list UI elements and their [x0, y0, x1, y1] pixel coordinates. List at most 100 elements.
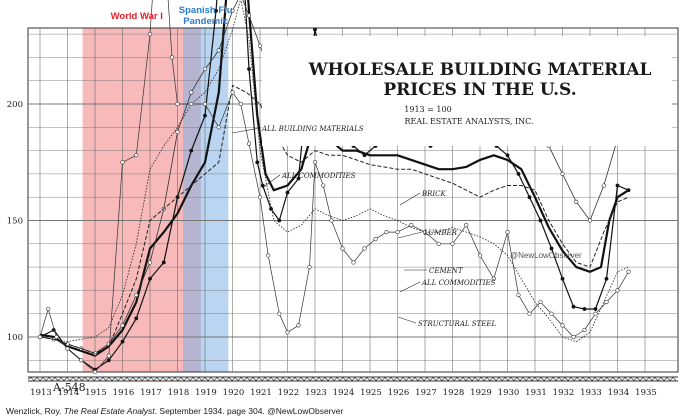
- data-point: [587, 218, 593, 223]
- data-point: [46, 306, 51, 312]
- data-point: [246, 141, 252, 146]
- overlay-label-spanish-flu: Spanish Flu: [179, 5, 233, 16]
- data-point: [626, 188, 631, 193]
- x-tick-label: 1925: [360, 388, 382, 398]
- data-point: [65, 341, 70, 347]
- overlay-band-1: [183, 28, 229, 372]
- chart-title-line2: PRICES IN THE U.S.: [383, 80, 576, 100]
- data-point: [477, 253, 483, 258]
- data-point: [450, 241, 455, 246]
- data-point: [582, 307, 587, 311]
- data-point: [266, 253, 271, 258]
- axis-break-lines: [28, 376, 678, 382]
- data-point: [593, 307, 598, 311]
- caption-details: . September 1934. page 304. @NewLowObser…: [155, 406, 344, 416]
- data-point: [351, 260, 356, 265]
- data-point: [175, 129, 180, 135]
- data-point: [538, 299, 543, 305]
- x-tick-label: 1914: [58, 388, 80, 398]
- data-point: [79, 358, 84, 363]
- data-point: [307, 265, 312, 270]
- data-point: [593, 311, 598, 316]
- data-point: [516, 172, 521, 176]
- data-point: [560, 323, 565, 328]
- axis-break-zigzag: [27, 377, 677, 381]
- x-tick-label: 1930: [498, 388, 520, 398]
- x-tick-label: 1919: [195, 388, 217, 398]
- series-label: LUMBER: [423, 229, 458, 237]
- data-point: [516, 292, 521, 298]
- chart-subtitle: 1913 = 100: [404, 105, 451, 114]
- data-point: [615, 183, 620, 188]
- data-point: [246, 13, 252, 18]
- x-tick-label: 1927: [415, 388, 437, 398]
- data-point: [169, 55, 175, 60]
- data-point: [189, 148, 194, 153]
- data-point: [395, 230, 400, 235]
- data-point: [285, 190, 290, 195]
- x-tick-label: 1924: [333, 388, 355, 398]
- data-point: [147, 31, 153, 37]
- data-point: [120, 160, 125, 165]
- overlay-label-world-war-i: World War I: [111, 11, 163, 22]
- series-line-3: [39, 84, 629, 354]
- data-point: [505, 153, 510, 158]
- data-point: [373, 237, 378, 242]
- caption: Wenzlick, Roy. The Real Estate Analyst. …: [6, 406, 343, 416]
- x-tick-label: 1913: [30, 388, 52, 398]
- data-point: [106, 353, 111, 358]
- chart-publisher: REAL ESTATE ANALYSTS, INC.: [404, 117, 533, 126]
- data-point: [321, 183, 326, 188]
- data-point: [362, 246, 367, 251]
- data-point: [120, 323, 125, 328]
- data-point: [384, 230, 389, 235]
- x-tick-label: 1916: [113, 388, 135, 398]
- data-point: [626, 269, 631, 274]
- data-point: [560, 276, 565, 281]
- label-leader: [399, 281, 421, 293]
- label-leader: [261, 174, 281, 189]
- data-point: [549, 246, 554, 251]
- y-tick-label: 200: [7, 100, 23, 110]
- data-point: [147, 260, 153, 265]
- data-point: [574, 199, 579, 204]
- data-point: [148, 276, 152, 281]
- x-tick-label: 1933: [580, 388, 602, 398]
- x-tick-label: 1917: [140, 388, 162, 398]
- data-point: [538, 218, 543, 223]
- data-point: [216, 48, 221, 53]
- data-point: [65, 346, 70, 351]
- data-point: [296, 323, 301, 328]
- data-point: [257, 43, 263, 48]
- data-point: [214, 8, 218, 13]
- data-point: [312, 160, 318, 165]
- y-tick-label: 150: [7, 217, 23, 227]
- series-label: BRICK: [421, 190, 447, 198]
- data-point: [230, 8, 235, 13]
- x-tick-label: 1920: [223, 388, 245, 398]
- period-overlays: [82, 28, 229, 372]
- data-point: [54, 334, 59, 340]
- data-point: [277, 311, 282, 316]
- data-point: [436, 241, 441, 246]
- series-label: CEMENT: [429, 267, 464, 275]
- data-point: [37, 334, 43, 340]
- chart-id: A-548: [52, 381, 86, 394]
- label-leader: [399, 192, 421, 206]
- overlay-band-0: [82, 28, 201, 372]
- data-point: [189, 101, 194, 107]
- x-tick-label: 1932: [553, 388, 575, 398]
- x-tick-label: 1921: [250, 388, 272, 398]
- data-point: [527, 195, 532, 200]
- series-labels: ALL BUILDING MATERIALS ALL COMMODITIES BRI…: [231, 125, 496, 328]
- data-point: [120, 339, 125, 344]
- data-point: [247, 67, 251, 71]
- series-label: ALL COMMODITIES: [421, 279, 496, 287]
- plot-frame: [27, 27, 679, 373]
- x-tick-label: 1931: [525, 388, 547, 398]
- data-point: [175, 101, 180, 107]
- data-point: [464, 223, 469, 228]
- data-point: [257, 195, 263, 200]
- x-tick-label: 1915: [85, 388, 107, 398]
- data-point: [560, 171, 565, 176]
